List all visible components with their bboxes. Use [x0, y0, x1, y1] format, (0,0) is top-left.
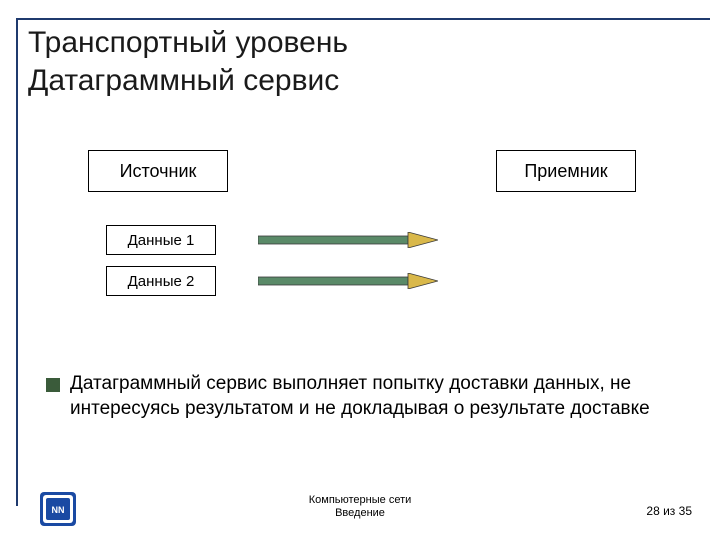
- slide-title: Транспортный уровень Датаграммный сервис: [28, 24, 348, 99]
- svg-text:NN: NN: [52, 505, 65, 515]
- source-box: Источник: [88, 150, 228, 192]
- page-total: 35: [679, 504, 692, 518]
- arrow-2: [258, 273, 438, 289]
- page-sep: из: [660, 504, 679, 518]
- footer: NN Компьютерные сети Введение 28 из 35: [0, 498, 720, 534]
- arrow-1: [258, 232, 438, 248]
- title-line-2: Датаграммный сервис: [28, 62, 348, 100]
- footer-line-1: Компьютерные сети: [309, 494, 412, 507]
- arrow-head: [408, 273, 438, 289]
- arrow-shaft: [258, 236, 408, 244]
- footer-line-2: Введение: [309, 507, 412, 520]
- title-line-1: Транспортный уровень: [28, 24, 348, 62]
- footer-text: Компьютерные сети Введение: [309, 494, 412, 520]
- bullet-marker: [46, 378, 60, 392]
- data1-box: Данные 1: [106, 225, 216, 255]
- page-number: 28 из 35: [646, 504, 692, 518]
- arrow-head: [408, 232, 438, 248]
- arrow-shaft: [258, 277, 408, 285]
- bullet-item: Датаграммный сервис выполняет попытку до…: [46, 372, 680, 421]
- data2-box: Данные 2: [106, 266, 216, 296]
- unn-logo: NN: [40, 492, 76, 526]
- page-current: 28: [646, 504, 659, 518]
- receiver-box: Приемник: [496, 150, 636, 192]
- datagram-diagram: Источник Приемник Данные 1 Данные 2: [88, 150, 648, 310]
- bullet-text: Датаграммный сервис выполняет попытку до…: [70, 372, 680, 421]
